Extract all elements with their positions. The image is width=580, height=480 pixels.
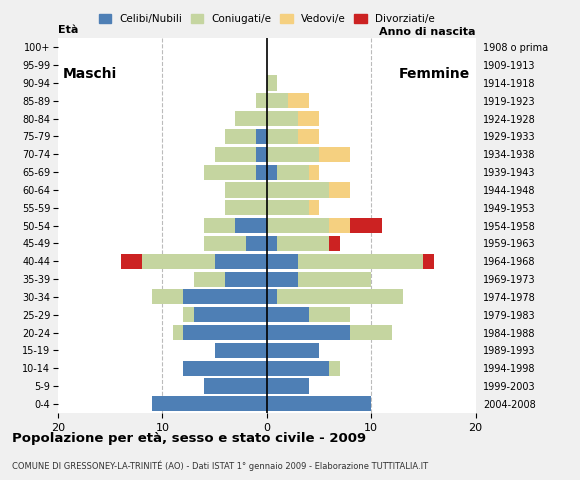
Bar [246, 236, 267, 251]
Bar [204, 165, 256, 180]
Bar [204, 236, 246, 251]
Bar [225, 272, 267, 287]
Bar [267, 75, 277, 91]
Bar [277, 289, 403, 304]
Bar [235, 111, 267, 126]
Bar [267, 111, 298, 126]
Bar [298, 253, 423, 269]
Bar [215, 343, 267, 358]
Bar [298, 111, 319, 126]
Bar [183, 360, 267, 376]
Bar [319, 147, 350, 162]
Bar [329, 360, 340, 376]
Bar [329, 182, 350, 198]
Bar [256, 129, 267, 144]
Bar [267, 93, 288, 108]
Text: Anno di nascita: Anno di nascita [379, 26, 476, 36]
Bar [267, 253, 298, 269]
Bar [194, 272, 225, 287]
Bar [267, 236, 277, 251]
Bar [215, 253, 267, 269]
Text: Maschi: Maschi [63, 67, 118, 81]
Bar [288, 93, 309, 108]
Bar [267, 182, 329, 198]
Bar [204, 218, 235, 233]
Legend: Celibi/Nubili, Coniugati/e, Vedovi/e, Divorziati/e: Celibi/Nubili, Coniugati/e, Vedovi/e, Di… [95, 10, 439, 28]
Bar [267, 360, 329, 376]
Bar [267, 218, 329, 233]
Bar [277, 236, 329, 251]
Bar [215, 147, 256, 162]
Bar [204, 378, 267, 394]
Text: Popolazione per età, sesso e stato civile - 2009: Popolazione per età, sesso e stato civil… [12, 432, 366, 445]
Bar [121, 253, 142, 269]
Bar [235, 218, 267, 233]
Bar [329, 236, 340, 251]
Text: Età: Età [58, 25, 78, 35]
Bar [329, 218, 350, 233]
Bar [256, 147, 267, 162]
Bar [350, 218, 382, 233]
Bar [225, 129, 256, 144]
Bar [309, 307, 350, 323]
Bar [267, 129, 298, 144]
Bar [267, 289, 277, 304]
Bar [309, 200, 319, 216]
Bar [142, 253, 215, 269]
Bar [267, 325, 350, 340]
Bar [267, 147, 319, 162]
Bar [267, 378, 309, 394]
Bar [183, 289, 267, 304]
Bar [298, 272, 371, 287]
Text: COMUNE DI GRESSONEY-LA-TRINITÉ (AO) - Dati ISTAT 1° gennaio 2009 - Elaborazione : COMUNE DI GRESSONEY-LA-TRINITÉ (AO) - Da… [12, 461, 427, 471]
Text: Femmine: Femmine [399, 67, 470, 81]
Bar [267, 307, 309, 323]
Bar [277, 165, 309, 180]
Bar [267, 200, 309, 216]
Bar [423, 253, 434, 269]
Bar [183, 307, 194, 323]
Bar [298, 129, 319, 144]
Bar [173, 325, 183, 340]
Bar [267, 272, 298, 287]
Bar [183, 325, 267, 340]
Bar [225, 200, 267, 216]
Bar [267, 396, 371, 411]
Bar [309, 165, 319, 180]
Bar [194, 307, 267, 323]
Bar [225, 182, 267, 198]
Bar [267, 165, 277, 180]
Bar [256, 165, 267, 180]
Bar [256, 93, 267, 108]
Bar [267, 343, 319, 358]
Bar [152, 289, 183, 304]
Bar [350, 325, 392, 340]
Bar [152, 396, 267, 411]
